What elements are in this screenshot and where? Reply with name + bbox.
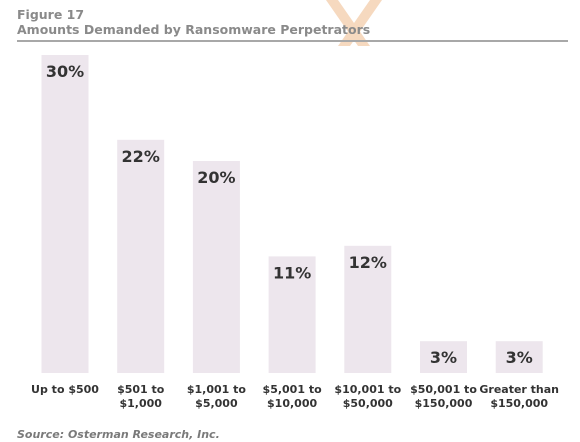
bar-2: [192, 161, 240, 373]
bar-4: [344, 245, 392, 373]
watermark-logo-icon: [326, 0, 382, 46]
chart-title: Amounts Demanded by Ransomware Perpetrat…: [17, 22, 371, 37]
bar-0: [41, 55, 89, 373]
category-label-1-line-0: $501 to: [117, 383, 165, 396]
source-note: Source: Osterman Research, Inc.: [17, 428, 220, 441]
category-label-0-line-0: Up to $500: [31, 383, 99, 396]
category-label-5-line-0: $50,001 to: [410, 383, 477, 396]
category-label-1-line-1: $1,000: [119, 397, 162, 410]
bar-chart: 30% Up to $500 22% $501 to$1,000 20% $1,001 t…: [31, 55, 559, 410]
title-divider: [17, 40, 568, 42]
bar-6: [495, 341, 543, 373]
category-label-4-line-1: $50,000: [343, 397, 393, 410]
category-label-6-line-0: Greater than: [479, 383, 559, 396]
data-label-5: 3%: [430, 348, 457, 367]
data-label-1: 22%: [122, 147, 160, 166]
figure-label: Figure 17: [17, 7, 85, 22]
category-label-5-line-1: $150,000: [415, 397, 473, 410]
bar-3: [268, 256, 316, 373]
bar-1: [117, 139, 165, 373]
data-label-2: 20%: [197, 168, 235, 187]
data-label-3: 11%: [273, 263, 311, 282]
category-label-2-line-0: $1,001 to: [187, 383, 247, 396]
category-label-3-line-0: $5,001 to: [263, 383, 323, 396]
category-label-3-line-1: $10,000: [267, 397, 317, 410]
data-label-0: 30%: [46, 62, 84, 81]
data-label-6: 3%: [506, 348, 533, 367]
category-label-6-line-1: $150,000: [490, 397, 548, 410]
category-label-4-line-0: $10,001 to: [334, 383, 401, 396]
category-label-2-line-1: $5,000: [195, 397, 238, 410]
data-label-4: 12%: [349, 253, 387, 272]
bar-5: [420, 341, 467, 373]
